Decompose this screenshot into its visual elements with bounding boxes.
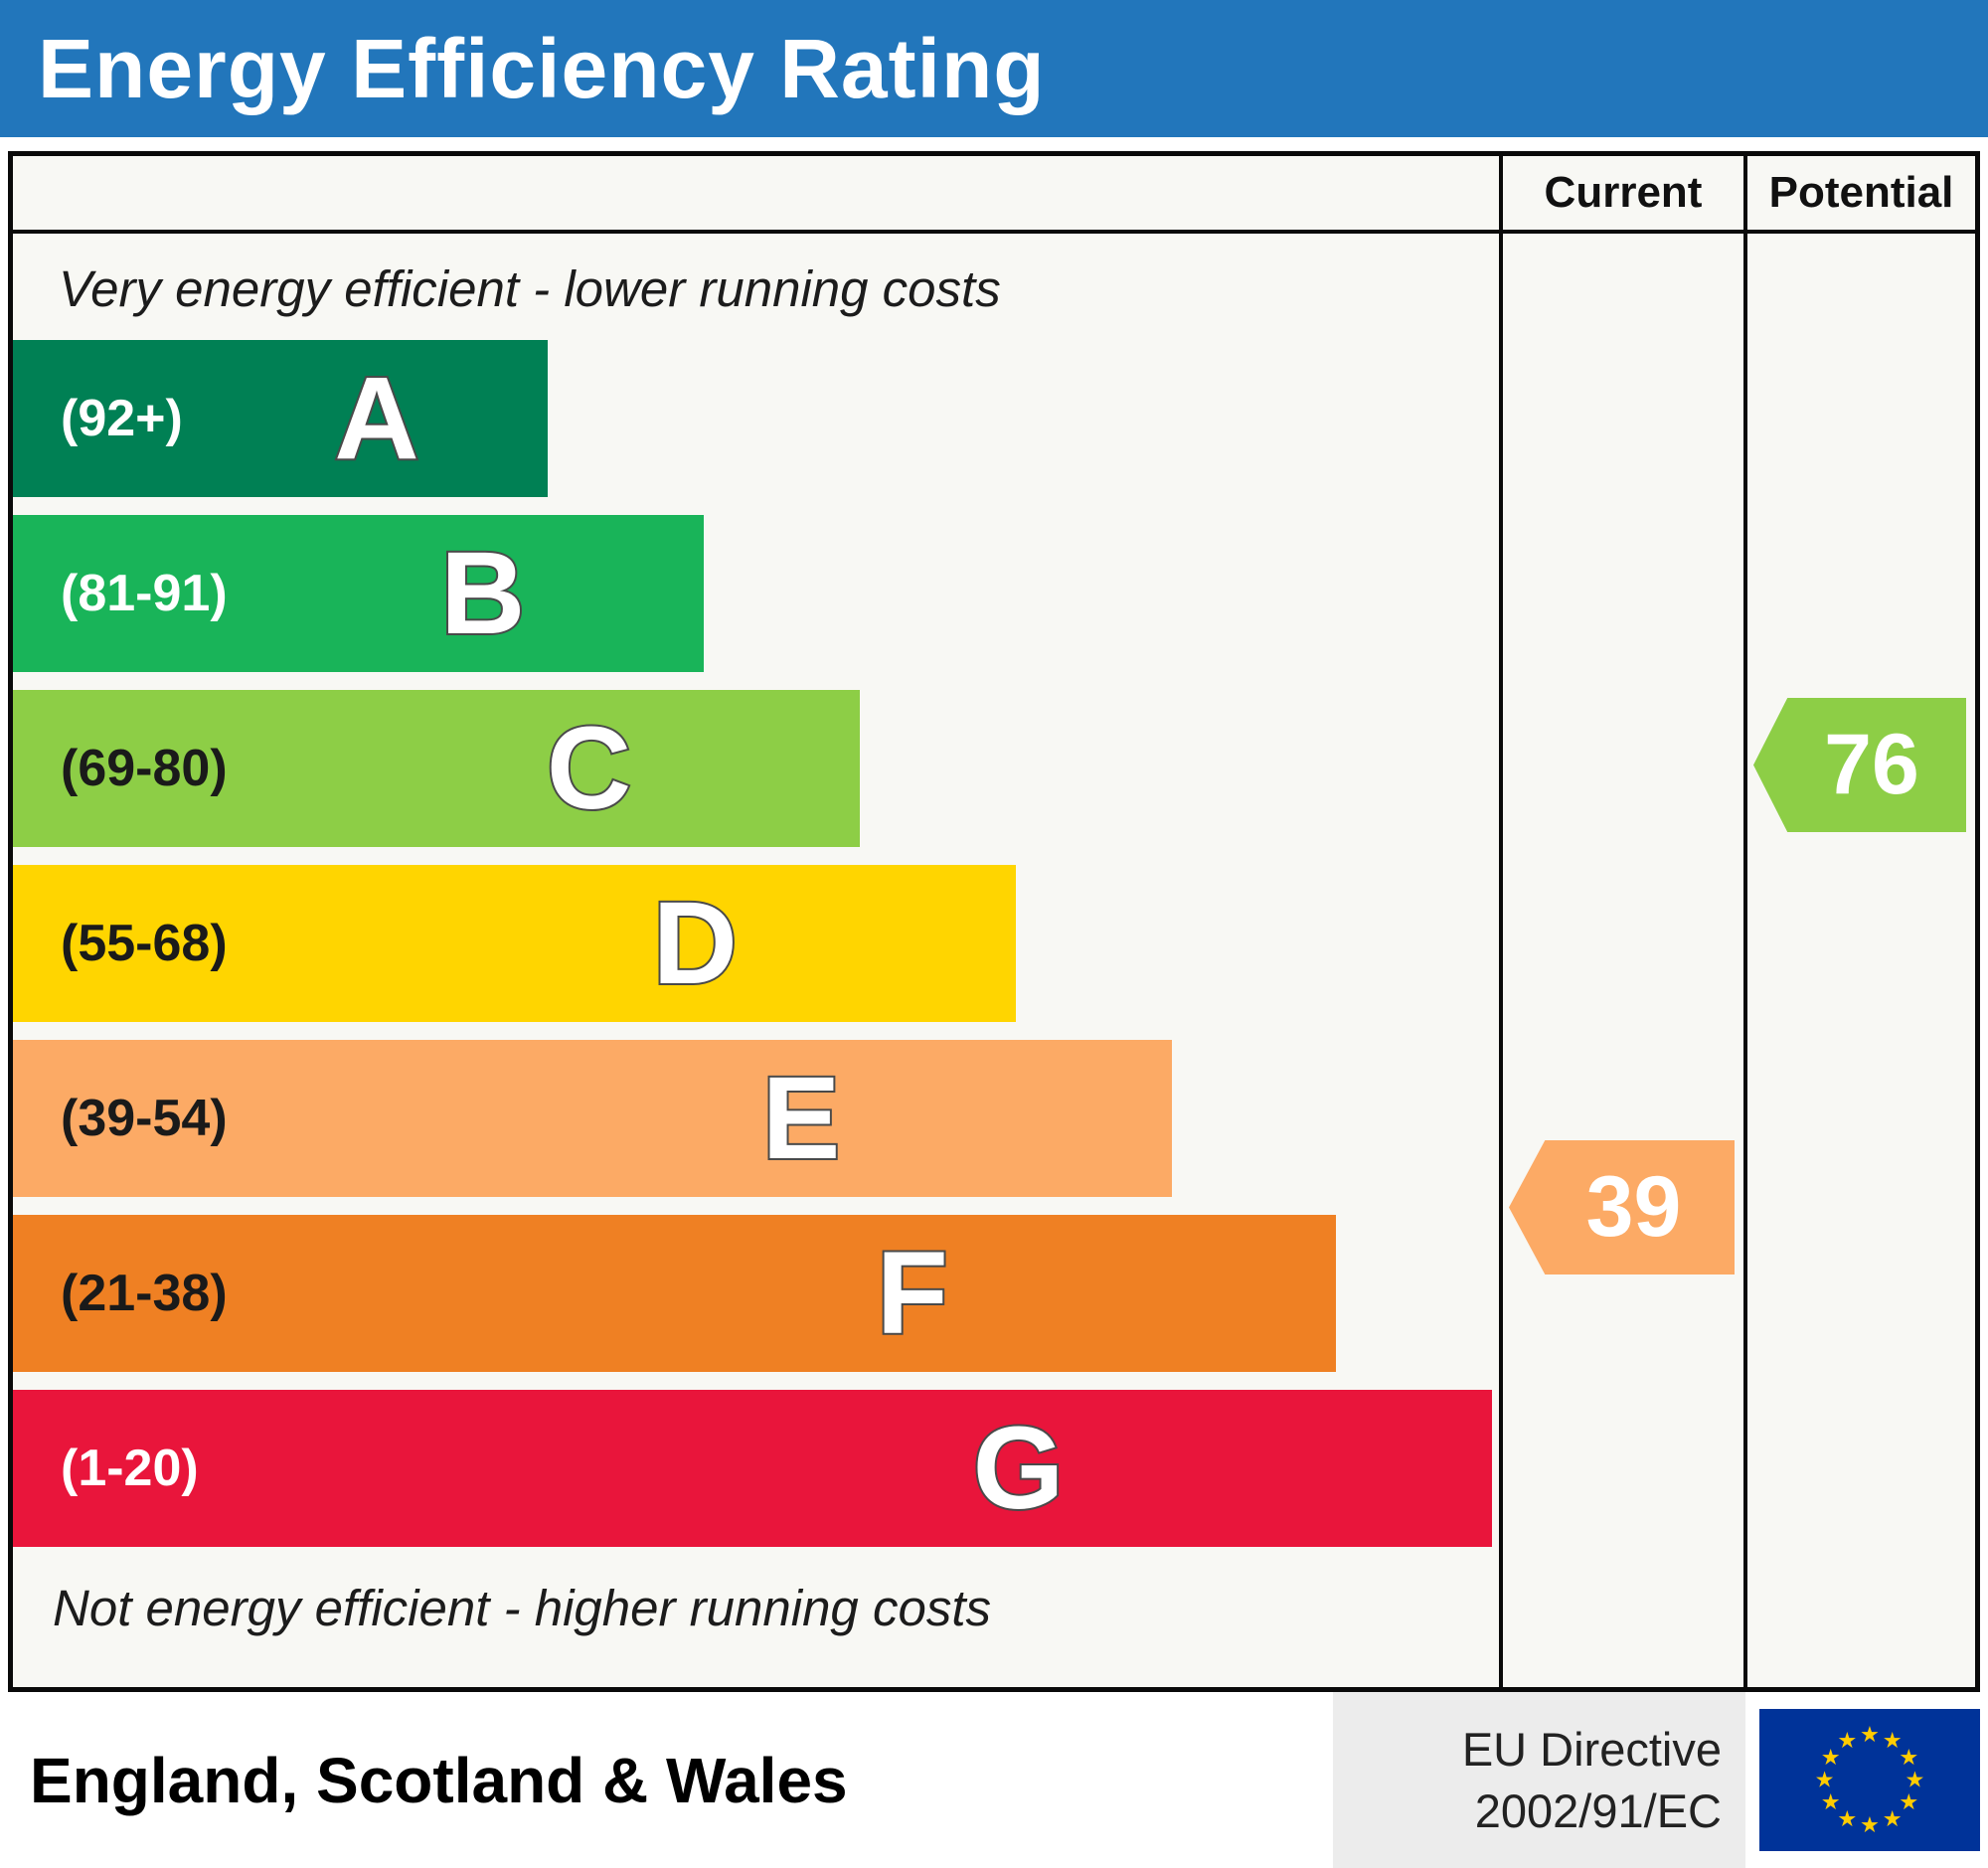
band-letter: E (760, 1051, 843, 1186)
band-row: (55-68) D (13, 865, 1499, 1022)
band-letter: C (545, 701, 633, 836)
current-column: Current 39 (1499, 156, 1743, 1687)
band-row: (39-54) E (13, 1040, 1499, 1197)
svg-text:★: ★ (1899, 1745, 1918, 1771)
bands-column: Very energy efficient - lower running co… (13, 156, 1499, 1687)
band-bar-g: (1-20) G (13, 1390, 1492, 1547)
band-bar-e: (39-54) E (13, 1040, 1173, 1197)
band-letter: G (971, 1401, 1067, 1536)
svg-text:★: ★ (1860, 1722, 1880, 1748)
band-range: (1-20) (61, 1440, 199, 1497)
eu-flag-icon: ★ ★ ★ ★ ★ ★ ★ ★ ★ ★ ★ ★ (1759, 1709, 1980, 1851)
band-row: (81-91) B (13, 515, 1499, 672)
band-range: (92+) (61, 390, 183, 447)
potential-rating-value: 76 (1824, 717, 1919, 812)
energy-efficiency-chart: Very energy efficient - lower running co… (8, 151, 1980, 1692)
svg-text:★: ★ (1821, 1789, 1841, 1815)
region-label: England, Scotland & Wales (30, 1744, 848, 1816)
title-bar: Energy Efficiency Rating (0, 0, 1988, 137)
band-letter: D (651, 876, 740, 1011)
svg-text:★: ★ (1883, 1806, 1903, 1832)
band-bar-f: (21-38) F (13, 1215, 1336, 1372)
eu-directive-label: EU Directive 2002/91/EC (1332, 1692, 1745, 1868)
top-note: Very energy efficient - lower running co… (59, 260, 1001, 317)
svg-text:★: ★ (1815, 1768, 1835, 1793)
eu-directive-line1: EU Directive (1461, 1723, 1722, 1777)
band-range: (55-68) (61, 915, 228, 972)
svg-text:★: ★ (1837, 1806, 1857, 1832)
band-range: (21-38) (61, 1265, 228, 1322)
potential-column-header: Potential (1747, 156, 1975, 234)
band-bar-d: (55-68) D (13, 865, 1017, 1022)
svg-text:★: ★ (1821, 1745, 1841, 1771)
current-rating-value: 39 (1585, 1159, 1682, 1255)
current-column-header: Current (1503, 156, 1743, 234)
band-list: (92+) A (81-91) B (69-80) C (55-68) (13, 340, 1499, 1547)
page-title: Energy Efficiency Rating (38, 21, 1046, 115)
band-row: (69-80) C (13, 690, 1499, 847)
svg-text:★: ★ (1905, 1768, 1924, 1793)
band-bar-c: (69-80) C (13, 690, 861, 847)
band-row: (1-20) G (13, 1390, 1499, 1547)
bottom-note: Not energy efficient - higher running co… (53, 1580, 991, 1636)
band-letter: F (875, 1226, 950, 1361)
potential-rating-arrow: 76 (1753, 698, 1966, 832)
band-bar-a: (92+) A (13, 340, 549, 497)
svg-text:★: ★ (1899, 1789, 1918, 1815)
eu-directive-line2: 2002/91/EC (1474, 1783, 1722, 1837)
footer: England, Scotland & Wales EU Directive 2… (0, 1692, 1988, 1868)
potential-column: Potential 76 (1743, 156, 1975, 1687)
band-range: (81-91) (61, 565, 228, 622)
band-bar-b: (81-91) B (13, 515, 705, 672)
band-range: (39-54) (61, 1090, 228, 1147)
band-row: (21-38) F (13, 1215, 1499, 1372)
main-column-header (13, 156, 1499, 234)
band-range: (69-80) (61, 740, 228, 797)
svg-text:★: ★ (1860, 1812, 1880, 1838)
current-rating-arrow: 39 (1509, 1140, 1735, 1274)
band-letter: B (438, 526, 527, 661)
svg-text:★: ★ (1837, 1728, 1857, 1754)
band-row: (92+) A (13, 340, 1499, 497)
svg-text:★: ★ (1883, 1728, 1903, 1754)
band-letter: A (332, 351, 420, 486)
